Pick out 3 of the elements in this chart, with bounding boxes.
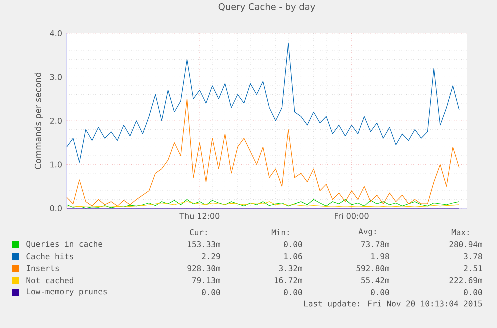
line-series [66,42,460,163]
y-axis-title: Commands per second [34,72,43,170]
chart-title: Query Cache - by day [218,3,316,12]
